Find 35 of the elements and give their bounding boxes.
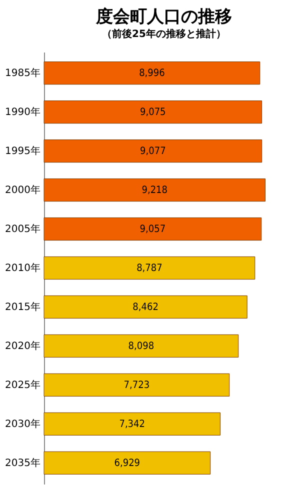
y-tick-label: 2000年 xyxy=(5,184,40,196)
data-label: 9,077 xyxy=(140,146,166,158)
y-tick-label: 1985年 xyxy=(5,67,40,80)
bar xyxy=(44,256,256,280)
y-tick-label: 2030年 xyxy=(5,418,40,430)
data-label: 7,342 xyxy=(119,418,145,430)
data-label: 8,098 xyxy=(128,340,154,352)
y-tick-label: 2005年 xyxy=(5,223,40,236)
bar xyxy=(44,100,262,124)
y-tick-label: 2025年 xyxy=(5,378,40,391)
bar xyxy=(44,139,262,163)
data-label: 8,787 xyxy=(136,263,162,274)
bar xyxy=(44,412,220,436)
bar xyxy=(44,61,260,85)
y-tick-label: 1990年 xyxy=(5,106,40,118)
bar xyxy=(44,295,248,319)
bar xyxy=(44,451,211,475)
bar xyxy=(44,178,266,202)
y-tick-label: 2010年 xyxy=(5,262,40,274)
data-label: 8,996 xyxy=(139,68,166,80)
data-label: 9,075 xyxy=(140,107,166,118)
y-tick-label: 2035年 xyxy=(5,456,40,469)
data-label: 9,057 xyxy=(140,224,166,236)
data-label: 8,462 xyxy=(132,302,158,313)
data-label: 7,723 xyxy=(124,380,150,391)
y-tick-label: 1995年 xyxy=(5,145,40,158)
y-tick-label: 2020年 xyxy=(5,340,40,352)
data-label: 6,929 xyxy=(114,458,140,469)
chart-subtitle: （前後25年の推移と推計） xyxy=(102,28,226,40)
bar xyxy=(44,373,230,397)
data-label: 9,218 xyxy=(142,185,168,196)
bar xyxy=(44,334,239,358)
chart-title: 度会町人口の推移 xyxy=(95,7,232,27)
y-tick-label: 2015年 xyxy=(5,300,40,313)
bar xyxy=(44,217,262,241)
